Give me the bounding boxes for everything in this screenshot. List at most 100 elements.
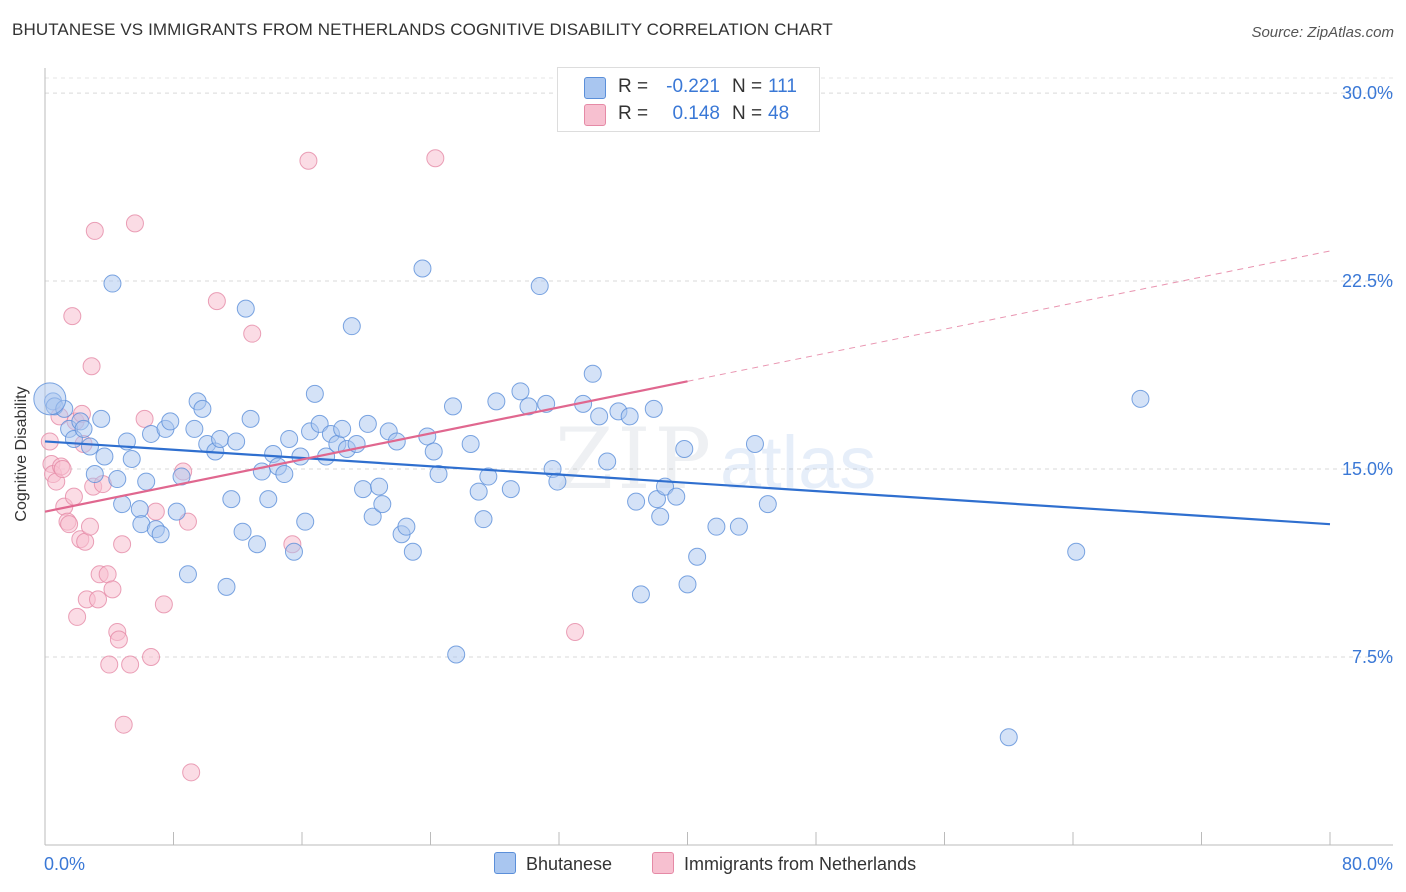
data-point-bhutanese: [211, 429, 230, 448]
data-point-netherlands: [243, 324, 262, 343]
data-point-netherlands: [100, 655, 119, 674]
data-point-bhutanese: [590, 407, 609, 426]
data-point-bhutanese: [511, 382, 530, 401]
data-point-bhutanese: [678, 575, 697, 594]
bottom-legend-label-bhutanese: Bhutanese: [526, 854, 613, 874]
x-tick-label: 0.0%: [44, 854, 85, 874]
data-point-bhutanese: [469, 482, 488, 501]
data-point-bhutanese: [424, 442, 443, 461]
data-point-bhutanese: [1067, 542, 1086, 561]
data-point-bhutanese: [354, 480, 373, 499]
data-point-bhutanese: [675, 439, 694, 458]
data-point-bhutanese: [429, 465, 448, 484]
data-point-netherlands: [76, 532, 95, 551]
bottom-legend-netherlands[interactable]: Immigrants from Netherlands: [652, 852, 916, 875]
data-point-bhutanese: [275, 465, 294, 484]
data-point-bhutanese: [241, 409, 260, 428]
data-point-bhutanese: [95, 447, 114, 466]
data-point-bhutanese: [333, 419, 352, 438]
data-point-bhutanese: [651, 507, 670, 526]
data-point-bhutanese: [185, 419, 204, 438]
data-point-bhutanese: [501, 480, 520, 499]
data-point-netherlands: [135, 409, 154, 428]
data-point-netherlands: [68, 607, 87, 626]
data-point-bhutanese: [999, 728, 1018, 747]
legend-r-label: R =: [618, 103, 649, 124]
data-point-bhutanese: [151, 525, 170, 544]
trendline-netherlands: [44, 380, 688, 513]
correlation-legend: R = -0.221 N = 111 R = 0.148 N = 48: [557, 67, 820, 132]
data-point-bhutanese: [137, 472, 156, 491]
data-point-bhutanese: [548, 472, 567, 491]
data-point-bhutanese: [178, 565, 197, 584]
grid-lines: [45, 77, 1393, 658]
y-axis-label: Cognitive Disability: [13, 386, 30, 522]
bottom-legend-swatch-netherlands: [652, 852, 674, 874]
data-point-bhutanese: [519, 397, 538, 416]
x-tick-label: 80.0%: [1342, 854, 1393, 874]
data-point-bhutanese: [363, 507, 382, 526]
axes: [44, 68, 1393, 846]
data-point-bhutanese: [92, 409, 111, 428]
bottom-legend-label-netherlands: Immigrants from Netherlands: [684, 854, 917, 874]
y-tick-labels: 7.5% 15.0% 22.5% 30.0%: [1342, 83, 1393, 667]
data-point-bhutanese: [233, 522, 252, 541]
legend-n-label: N =: [732, 76, 763, 97]
data-point-bhutanese: [583, 364, 602, 383]
watermark-zip: ZIP: [555, 410, 715, 508]
data-point-bhutanese: [284, 542, 303, 561]
data-point-bhutanese: [305, 384, 324, 403]
source-credit: Source: ZipAtlas.com: [1251, 24, 1394, 41]
data-point-bhutanese: [161, 412, 180, 431]
legend-n-value: 48: [768, 103, 790, 124]
legend-swatch-netherlands: [584, 104, 606, 126]
data-point-bhutanese: [397, 517, 416, 536]
y-tick-label: 22.5%: [1342, 271, 1393, 291]
data-point-netherlands: [113, 535, 132, 554]
legend-r-value: 0.148: [672, 103, 720, 124]
trendline-bhutanese: [44, 440, 1331, 526]
data-point-bhutanese: [358, 414, 377, 433]
data-point-bhutanese: [403, 542, 422, 561]
data-point-bhutanese: [122, 450, 141, 469]
data-point-netherlands: [82, 357, 101, 376]
series-netherlands-points: [40, 149, 585, 782]
data-point-bhutanese: [447, 645, 466, 664]
data-point-netherlands: [142, 648, 161, 667]
data-point-bhutanese: [413, 259, 432, 278]
data-point-bhutanese: [74, 419, 93, 438]
data-point-bhutanese: [227, 432, 246, 451]
data-point-bhutanese: [627, 492, 646, 511]
trendline-netherlands-extension: [687, 250, 1331, 382]
data-point-bhutanese: [310, 414, 329, 433]
data-point-bhutanese: [296, 512, 315, 531]
data-point-bhutanese: [193, 399, 212, 418]
data-point-netherlands: [80, 517, 99, 536]
data-point-bhutanese: [758, 495, 777, 514]
data-point-netherlands: [60, 515, 79, 534]
data-point-bhutanese: [342, 317, 361, 336]
data-point-bhutanese: [373, 495, 392, 514]
data-point-bhutanese: [707, 517, 726, 536]
data-point-netherlands: [182, 763, 201, 782]
bottom-legend-swatch-bhutanese: [494, 852, 516, 874]
data-point-netherlands: [53, 460, 72, 479]
y-tick-label: 30.0%: [1342, 83, 1393, 103]
data-point-bhutanese: [530, 277, 549, 296]
chart-title: BHUTANESE VS IMMIGRANTS FROM NETHERLANDS…: [12, 20, 833, 39]
data-point-netherlands: [566, 622, 585, 641]
x-tick-labels: 0.0% 80.0%: [44, 854, 1393, 874]
legend-r-label: R =: [618, 76, 649, 97]
data-point-bhutanese: [259, 490, 278, 509]
data-point-bhutanese: [222, 490, 241, 509]
data-point-netherlands: [114, 715, 133, 734]
data-point-bhutanese: [479, 467, 498, 486]
data-point-bhutanese: [280, 429, 299, 448]
data-point-netherlands: [89, 590, 108, 609]
data-point-bhutanese: [620, 407, 639, 426]
data-point-netherlands: [146, 502, 165, 521]
data-point-netherlands: [299, 151, 318, 170]
bottom-legend-bhutanese[interactable]: Bhutanese: [494, 852, 612, 875]
data-point-bhutanese: [103, 274, 122, 293]
